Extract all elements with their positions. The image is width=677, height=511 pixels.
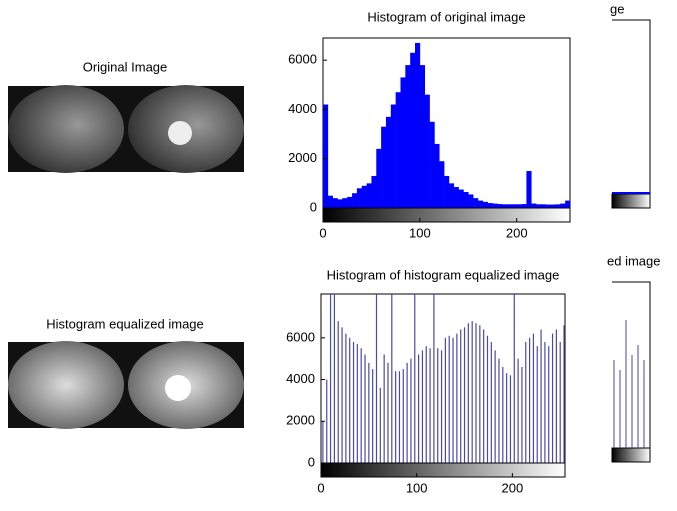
x-tick-label: 0 xyxy=(317,480,324,495)
chart-title: Histogram of histogram equalized image xyxy=(327,267,560,282)
y-tick-label: 0 xyxy=(308,454,315,469)
cropped-axes: ge ed image xyxy=(607,1,660,462)
y-tick-label: 4000 xyxy=(288,101,317,116)
bar xyxy=(333,198,338,208)
image-title: Histogram equalized image xyxy=(46,316,204,331)
bar xyxy=(328,196,333,208)
bar xyxy=(434,144,439,208)
bar xyxy=(555,204,560,208)
bar xyxy=(449,183,454,208)
y-tick-label: 6000 xyxy=(286,329,315,344)
bar xyxy=(371,176,376,208)
bar xyxy=(439,161,444,208)
cropped-title: ed image xyxy=(607,253,660,268)
x-tick-label: 100 xyxy=(406,480,428,495)
colorbar xyxy=(323,208,570,222)
bar xyxy=(541,204,546,208)
bar xyxy=(483,202,488,208)
bar xyxy=(444,176,449,208)
x-tick-label: 200 xyxy=(506,225,528,240)
bar xyxy=(468,194,473,208)
bar xyxy=(430,122,435,208)
page: Original Image Histogram equalized image… xyxy=(0,0,677,511)
original-image xyxy=(8,85,244,173)
y-tick-label: 2000 xyxy=(288,150,317,165)
x-tick-label: 200 xyxy=(502,480,524,495)
bar xyxy=(425,95,430,208)
bar xyxy=(512,204,517,208)
bar xyxy=(405,65,410,208)
bar xyxy=(342,198,347,208)
bar xyxy=(551,205,556,208)
bar xyxy=(338,199,343,208)
cropped-title: ge xyxy=(610,1,624,16)
bar xyxy=(560,204,565,208)
bar xyxy=(565,201,570,208)
bar xyxy=(381,127,386,208)
bar xyxy=(463,192,468,208)
bar xyxy=(396,92,401,208)
x-tick-label: 0 xyxy=(319,225,326,240)
bar xyxy=(347,197,352,208)
bar xyxy=(400,77,405,208)
bar xyxy=(488,203,493,208)
bar xyxy=(493,204,498,208)
bar xyxy=(415,43,420,208)
bar xyxy=(459,190,464,208)
bar xyxy=(357,188,362,208)
x-tick-label: 100 xyxy=(409,225,431,240)
bar xyxy=(362,186,367,208)
bar xyxy=(507,204,512,208)
bar xyxy=(570,186,575,208)
bar xyxy=(497,204,502,208)
figure: Original Image Histogram equalized image… xyxy=(0,0,677,506)
y-tick-label: 6000 xyxy=(288,52,317,67)
bar xyxy=(386,117,391,208)
bar xyxy=(502,204,507,208)
y-tick-label: 4000 xyxy=(286,371,315,386)
bar xyxy=(352,193,357,208)
colorbar xyxy=(321,463,565,477)
y-tick-label: 0 xyxy=(310,199,317,214)
bar xyxy=(526,171,531,208)
bar xyxy=(522,204,527,208)
equalized-image xyxy=(8,341,244,429)
bar xyxy=(517,204,522,208)
bar xyxy=(420,65,425,208)
bar xyxy=(454,187,459,208)
bar xyxy=(546,205,551,208)
bar xyxy=(478,201,483,208)
image-title: Original Image xyxy=(83,59,168,74)
bar xyxy=(323,105,328,208)
bar xyxy=(410,53,415,208)
bar xyxy=(531,204,536,208)
y-tick-label: 2000 xyxy=(286,413,315,428)
bar xyxy=(376,149,381,208)
bar xyxy=(391,105,396,208)
bar xyxy=(536,204,541,208)
bar xyxy=(473,198,478,208)
chart-title: Histogram of original image xyxy=(367,9,525,24)
bar xyxy=(367,183,372,208)
